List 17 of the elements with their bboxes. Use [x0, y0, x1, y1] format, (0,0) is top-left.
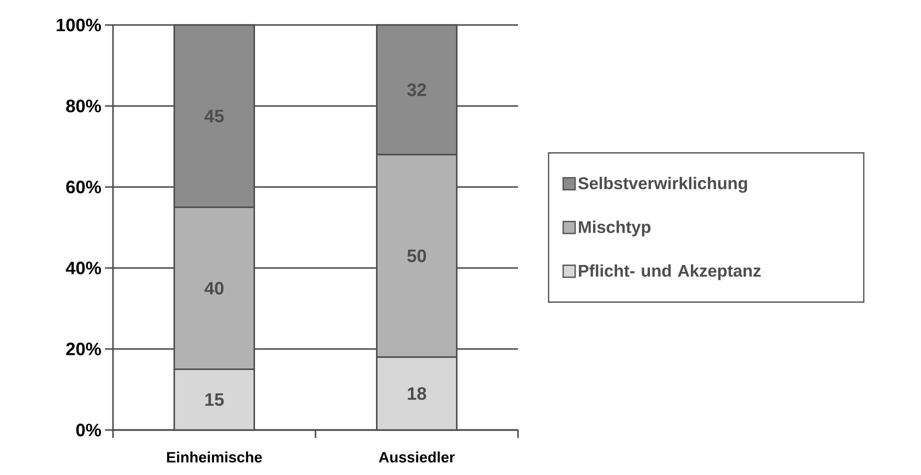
- data-label: 15: [205, 393, 224, 406]
- legend-label: Mischtyp: [578, 220, 650, 236]
- y-tick-label: 40%: [66, 262, 101, 274]
- data-label: 32: [407, 83, 426, 96]
- y-tick-label: 100%: [56, 18, 101, 32]
- x-tick-label: Einheimische: [167, 452, 262, 462]
- y-tick-label: 60%: [66, 180, 101, 194]
- legend-label: Pflicht- und Akzeptanz: [578, 264, 761, 280]
- legend-label: Selbstverwirklichung: [578, 176, 748, 193]
- y-tick-label: 0%: [76, 424, 101, 436]
- y-tick-label: 80%: [66, 100, 101, 112]
- y-tick-label: 20%: [66, 342, 101, 356]
- data-label: 45: [204, 110, 224, 122]
- x-tick-label: Aussiedler: [378, 452, 455, 462]
- data-label: 40: [204, 282, 224, 295]
- data-label: 18: [408, 387, 426, 400]
- data-label: 50: [407, 249, 426, 262]
